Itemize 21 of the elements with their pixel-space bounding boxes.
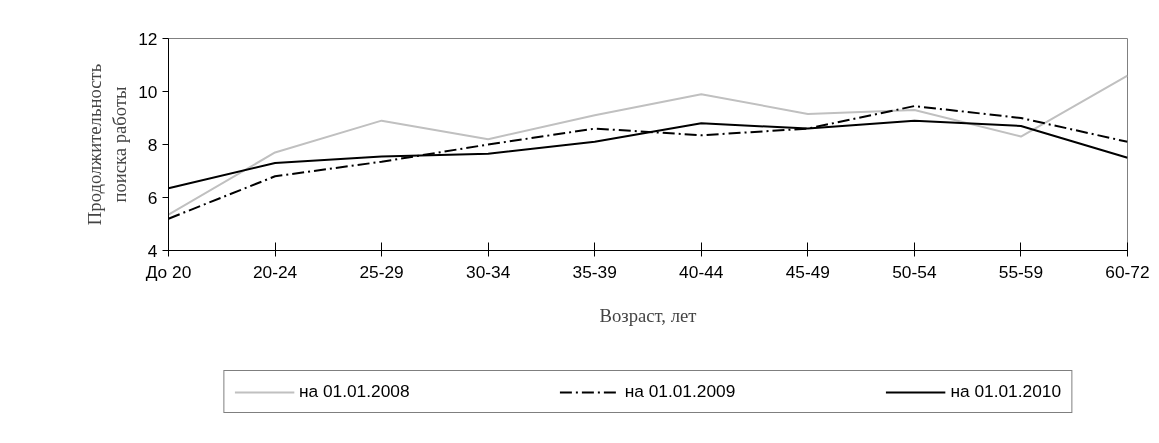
y-tick-label: 10: [138, 81, 158, 102]
x-tick-label: 50-54: [892, 261, 937, 282]
x-tick-label: 20-24: [252, 261, 298, 282]
y-tick-label: 6: [147, 187, 158, 208]
x-tick-label: 45-49: [785, 261, 830, 282]
legend-label: на 01.01.2008: [298, 381, 410, 402]
x-tick-label: 55-59: [998, 261, 1044, 282]
y-tick-label: 8: [147, 134, 158, 155]
line-series: [168, 74, 1128, 216]
x-tick-label: 35-39: [572, 261, 617, 282]
x-axis-title: Возраст, лет: [599, 304, 697, 326]
y-tick-label: 4: [147, 240, 158, 261]
x-tick-label: До 20: [145, 261, 192, 282]
legend-label: на 01.01.2009: [624, 381, 736, 402]
y-axis-title: Продолжительность поиска работы: [84, 63, 131, 226]
x-tick-label: 60-72: [1105, 261, 1150, 282]
x-tick-label: 30-34: [466, 261, 511, 282]
x-tick-label: 40-44: [679, 261, 724, 282]
y-tick-label: 12: [138, 28, 158, 49]
legend-label: на 01.01.2010: [950, 381, 1062, 402]
x-tick-label: 25-29: [359, 261, 404, 282]
